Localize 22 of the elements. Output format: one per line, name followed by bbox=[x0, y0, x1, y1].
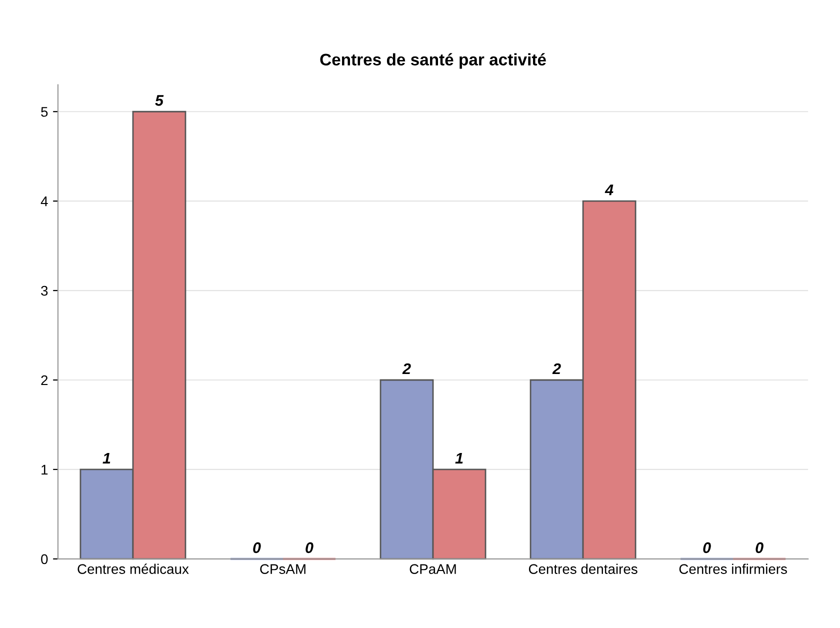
y-tick-label: 3 bbox=[41, 286, 48, 296]
chart-title: Centres de santé par activité bbox=[320, 53, 546, 69]
x-tick-label: CPsAM bbox=[260, 564, 306, 574]
y-tick-label: 2 bbox=[41, 375, 48, 386]
data-label: 0 bbox=[756, 542, 764, 554]
x-tick-label: Centres dentaires bbox=[528, 564, 638, 574]
data-label: 1 bbox=[102, 453, 110, 464]
data-label: 0 bbox=[306, 542, 314, 554]
y-tick-label: 0 bbox=[41, 554, 48, 564]
y-tick-label: 5 bbox=[41, 107, 48, 117]
data-label: 0 bbox=[253, 542, 261, 554]
data-label: 1 bbox=[455, 453, 463, 464]
y-tick-label: 1 bbox=[42, 464, 48, 474]
y-tick-label: 4 bbox=[40, 196, 48, 206]
data-label: 5 bbox=[155, 95, 164, 106]
data-label: 4 bbox=[604, 184, 614, 196]
data-label: 2 bbox=[552, 363, 561, 374]
data-label: 2 bbox=[402, 363, 411, 374]
x-tick-label: Centres médicaux bbox=[78, 564, 189, 574]
x-tick-label: Centres infirmiers bbox=[679, 564, 787, 574]
data-label: 0 bbox=[703, 542, 711, 554]
x-tick-label: CPaAM bbox=[410, 564, 456, 574]
